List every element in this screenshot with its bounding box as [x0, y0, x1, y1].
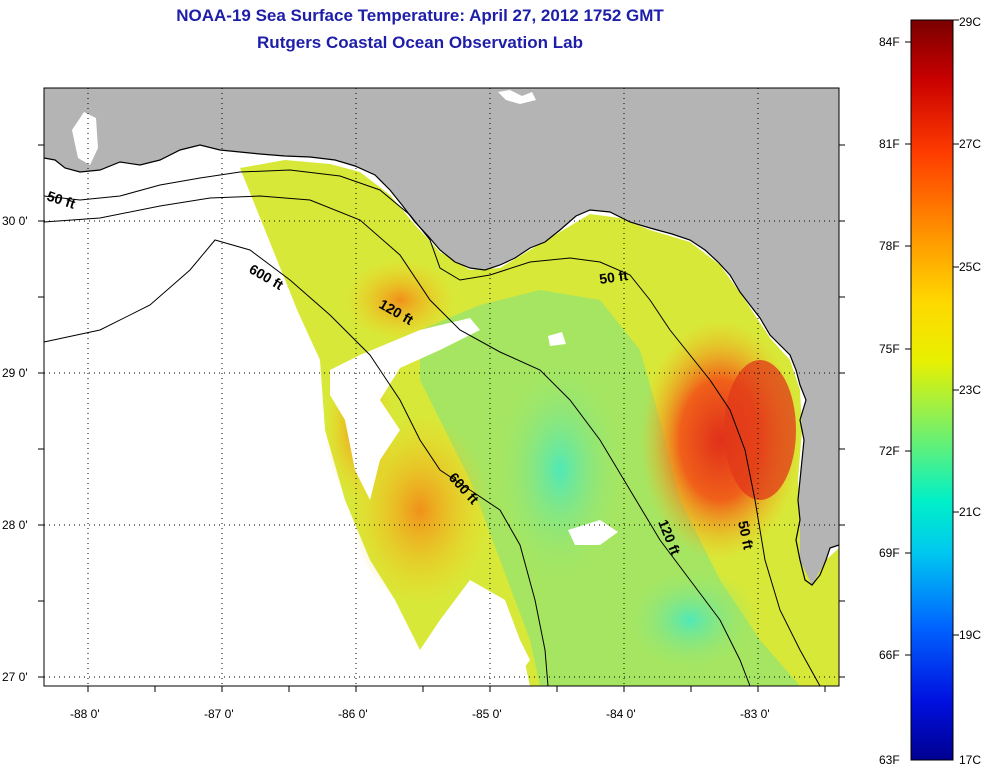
contour-50ft [43, 169, 821, 687]
colorbar-f-84: 84F [879, 35, 900, 49]
colorbar-f-66: 66F [879, 648, 900, 662]
colorbar-f-81: 81F [879, 137, 900, 151]
contour-600ft [43, 239, 549, 687]
colorbar-c-23: 23C [959, 383, 981, 397]
lon-label-86: -86 0' [338, 707, 368, 721]
bay-water [72, 112, 98, 165]
lon-label-83: -83 0' [740, 707, 770, 721]
colorbar-c-25: 25C [959, 260, 981, 274]
lon-label-87: -87 0' [204, 707, 234, 721]
axis-ticks [38, 144, 845, 692]
colorbar-c-17: 17C [959, 753, 981, 767]
colorbar-f-63: 63F [879, 753, 900, 767]
colorbar-c-19: 19C [959, 628, 981, 642]
cloud-gap-2 [568, 520, 618, 545]
contour-120ft [43, 195, 751, 687]
contour-label-50-east: 50 ft [598, 267, 629, 287]
lat-label-30: 30 0' [2, 214, 28, 228]
cool-south [620, 565, 760, 675]
colorbar-f-69: 69F [879, 546, 900, 560]
warm-core-inner [724, 360, 796, 500]
map-frame [43, 87, 840, 687]
colorbar-c-29: 29C [959, 15, 981, 29]
orange-west-north [345, 260, 455, 340]
cloud-gap-3 [548, 332, 566, 346]
cool-core [490, 350, 630, 590]
colorbar-c-27: 27C [959, 137, 981, 151]
cloud-gap-4 [498, 640, 530, 680]
colorbar-f-78: 78F [879, 239, 900, 253]
contour-label-50-south: 50 ft [735, 519, 757, 551]
colorbar-c-21: 21C [959, 505, 981, 519]
colorbar-f-75: 75F [879, 342, 900, 356]
lat-label-29: 29 0' [2, 366, 28, 380]
lon-label-84: -84 0' [606, 707, 636, 721]
map-subtitle: Rutgers Coastal Ocean Observation Lab [257, 33, 583, 52]
lat-label-27: 27 0' [2, 670, 28, 684]
coastline [43, 144, 840, 586]
colorbar [910, 19, 954, 761]
lat-label-28: 28 0' [2, 518, 28, 532]
colorbar-f-72: 72F [879, 444, 900, 458]
colorbar-ticks [905, 19, 959, 656]
lon-label-88: -88 0' [70, 707, 100, 721]
lon-label-85: -85 0' [472, 707, 502, 721]
map-title: NOAA-19 Sea Surface Temperature: April 2… [176, 6, 664, 25]
cloud-gap-1 [330, 318, 480, 500]
lake-water [498, 90, 536, 104]
land-mass [44, 88, 839, 585]
